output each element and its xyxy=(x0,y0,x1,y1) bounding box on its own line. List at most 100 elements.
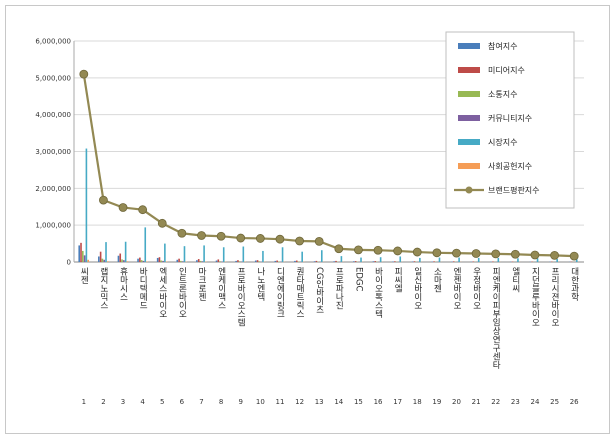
chart-frame: 0 1,000,000 2,000,000 3,000,000 4,000,000 5,0… xyxy=(5,5,610,434)
brand-reputation-point xyxy=(510,249,520,259)
bar xyxy=(178,258,180,262)
x-category-number: 15 xyxy=(354,398,363,406)
x-category-label: 바이오톡스텍 xyxy=(373,266,383,319)
brand-reputation-point xyxy=(373,245,383,255)
brand-reputation-point xyxy=(138,205,148,215)
x-category-label: 휴마시스 xyxy=(118,267,128,301)
y-tick-label: 6,000,000 xyxy=(35,38,71,46)
bar xyxy=(379,257,382,262)
legend-swatch xyxy=(458,91,480,97)
bar xyxy=(117,255,120,262)
brand-reputation-point xyxy=(432,248,442,258)
x-category-label: 일신바이오 xyxy=(412,267,422,310)
brand-reputation-point xyxy=(491,249,501,259)
bar xyxy=(335,260,337,262)
legend-label: 미디어지수 xyxy=(488,65,525,75)
legend-swatch xyxy=(458,43,480,49)
bar xyxy=(156,257,159,262)
bar xyxy=(413,261,416,262)
bar xyxy=(107,261,109,262)
x-category-label: 엘티씨 xyxy=(510,267,520,293)
bar xyxy=(126,261,129,262)
legend-label: 소통지수 xyxy=(488,90,517,99)
bar xyxy=(217,259,220,262)
bar xyxy=(536,258,539,262)
x-category-number: 21 xyxy=(472,398,481,406)
x-category-number: 12 xyxy=(295,398,304,406)
brand-reputation-chart: 0 1,000,000 2,000,000 3,000,000 4,000,000 5,0… xyxy=(35,31,584,406)
x-category-label: 퀀타매트릭스 xyxy=(295,266,305,318)
x-category-label: CG인바이츠 xyxy=(314,267,324,314)
brand-reputation-point xyxy=(275,234,285,244)
bar xyxy=(240,261,243,262)
x-category-label: 랩지노믹스 xyxy=(98,266,108,309)
x-category-number: 9 xyxy=(238,398,242,406)
legend-swatch xyxy=(458,67,480,73)
x-category-label: 마크로젠 xyxy=(197,267,207,301)
bar xyxy=(575,259,578,262)
bar xyxy=(278,261,280,262)
bar xyxy=(101,258,104,262)
brand-reputation-point xyxy=(530,250,540,260)
legend-label: 사회공헌지수 xyxy=(488,162,532,171)
brand-reputation-point xyxy=(255,234,265,243)
bar xyxy=(158,257,161,262)
brand-reputation-point xyxy=(452,248,461,258)
bar xyxy=(235,260,237,262)
brand-reputation-point xyxy=(118,203,128,212)
bar xyxy=(238,261,241,262)
x-category-label: 피씨엘 xyxy=(393,267,403,293)
bar xyxy=(276,260,278,262)
x-category-number: 13 xyxy=(315,398,324,406)
x-category-number: 17 xyxy=(393,398,402,406)
bar xyxy=(183,246,186,262)
bar xyxy=(119,253,122,262)
brand-reputation-point xyxy=(354,245,363,255)
x-category-label: EDGC xyxy=(353,267,363,292)
brand-reputation-point xyxy=(79,69,89,79)
x-category-number: 22 xyxy=(491,398,500,406)
x-category-number: 25 xyxy=(550,398,559,406)
x-category-number: 20 xyxy=(452,398,461,406)
bar xyxy=(353,261,355,262)
x-category-label: 엔젠바이오 xyxy=(452,266,462,309)
bar xyxy=(281,247,284,262)
x-category-number: 14 xyxy=(334,398,343,406)
legend-swatch xyxy=(458,163,480,169)
bar xyxy=(78,245,81,262)
x-category-label: 엑세스바이오 xyxy=(157,266,167,318)
x-category-number: 26 xyxy=(570,398,579,406)
legend-label: 시장지수 xyxy=(488,137,517,147)
y-tick-label: 1,000,000 xyxy=(35,222,71,230)
bar xyxy=(354,261,357,262)
y-tick-label: 2,000,000 xyxy=(35,185,71,193)
bar xyxy=(180,260,182,262)
bar xyxy=(103,259,106,262)
bar xyxy=(399,256,402,262)
legend-label: 브랜드평판지수 xyxy=(488,185,540,195)
brand-reputation-point xyxy=(236,233,246,243)
bar xyxy=(105,242,107,262)
x-category-label: 프로바이오스템 xyxy=(236,267,246,327)
bar xyxy=(237,260,239,262)
x-category-label: 디엔에이링크 xyxy=(275,267,285,318)
bar xyxy=(121,259,123,262)
x-category-number: 10 xyxy=(256,398,265,406)
x-category-number: 8 xyxy=(219,398,223,406)
bar xyxy=(360,257,362,262)
bar xyxy=(124,241,127,262)
bar xyxy=(98,256,100,262)
bar xyxy=(452,261,455,262)
bar xyxy=(258,261,261,262)
x-category-number: 23 xyxy=(511,398,520,406)
bar xyxy=(372,261,375,262)
bar xyxy=(165,261,168,262)
x-category-label: 우정바이오 xyxy=(471,267,481,310)
x-category-label: 바디텍메드 xyxy=(138,266,148,309)
bar xyxy=(340,256,343,262)
x-category-number: 6 xyxy=(180,398,185,406)
bar xyxy=(139,257,141,262)
x-category-label: 엔케이맥스 xyxy=(216,266,226,309)
bar xyxy=(164,243,166,262)
bar xyxy=(438,257,441,262)
